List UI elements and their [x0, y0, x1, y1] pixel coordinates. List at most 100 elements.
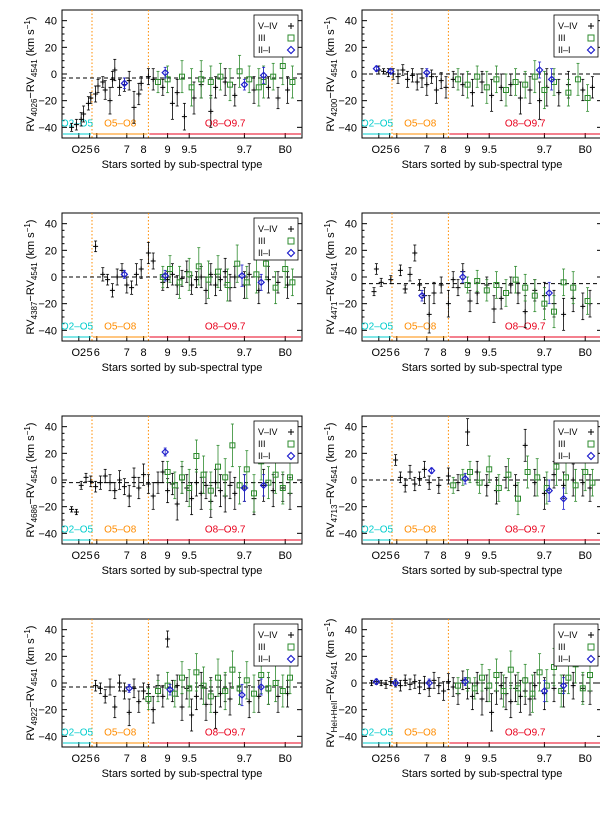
point-main-sequence — [232, 274, 238, 280]
y-tick-label: 40 — [345, 625, 357, 637]
x-tick-label: 8 — [141, 347, 147, 359]
point-main-sequence — [117, 680, 123, 686]
point-main-sequence — [100, 79, 106, 85]
point-main-sequence — [445, 679, 451, 685]
point-main-sequence — [580, 480, 586, 486]
point-main-sequence — [73, 509, 79, 515]
plot-area: O2–O5 O5–O8 O8–O9.7 — [362, 10, 600, 138]
y-label-part: −RV — [325, 678, 337, 700]
point-giant — [222, 688, 229, 694]
point-main-sequence — [141, 472, 147, 478]
y-tick-label: −20 — [38, 705, 57, 717]
point-supergiant — [259, 71, 268, 80]
point-giant — [227, 81, 233, 88]
point-main-sequence — [508, 82, 514, 88]
point-giant — [236, 482, 243, 489]
x-tick-label: 9.7 — [237, 550, 252, 562]
legend-symbol-square — [287, 440, 295, 448]
legend-label: III — [558, 33, 566, 43]
point-main-sequence — [388, 277, 394, 283]
point-giant — [272, 471, 279, 478]
point-main-sequence — [412, 679, 418, 685]
point-giant — [243, 466, 250, 473]
point-main-sequence — [102, 693, 108, 699]
legend-label: V–IV — [258, 427, 278, 437]
x-tick-label: 8 — [441, 144, 447, 156]
x-tick-label: 9 — [165, 347, 171, 359]
point-main-sequence — [400, 67, 406, 73]
point-giant — [193, 669, 200, 676]
point-giant — [584, 95, 591, 101]
x-tick-label: 9 — [465, 550, 471, 562]
point-main-sequence — [222, 269, 228, 275]
point-main-sequence — [213, 709, 219, 715]
point-giant — [287, 474, 293, 481]
point-main-sequence — [232, 490, 238, 496]
legend-symbol-square — [587, 440, 595, 448]
point-main-sequence — [189, 282, 195, 288]
x-tick-label: 8 — [141, 550, 147, 562]
point-giant — [541, 87, 548, 93]
range-label: O5–O8 — [404, 322, 437, 333]
x-tick-label: B0 — [278, 753, 291, 765]
y-label-part: (km s — [325, 435, 337, 465]
point-giant — [587, 672, 593, 678]
point-main-sequence — [436, 683, 442, 689]
y-tick-label: 20 — [45, 245, 57, 257]
point-giant — [579, 685, 586, 692]
point-giant — [486, 466, 493, 473]
panel-5: −40 −20 0 20 40 O2 5 6 7 8 9 9.5 9.7 B0 Stars sorted b… — [23, 415, 303, 577]
point-main-sequence — [208, 108, 214, 114]
x-tick-label: 9.5 — [182, 144, 197, 156]
point-giant — [471, 685, 478, 692]
point-main-sequence — [402, 482, 408, 488]
point-giant — [171, 482, 178, 489]
point-main-sequence — [498, 683, 504, 689]
point-main-sequence — [203, 482, 209, 488]
point-main-sequence — [424, 82, 430, 88]
point-giant — [145, 696, 152, 702]
point-main-sequence — [189, 712, 195, 718]
point-giant — [205, 276, 212, 283]
point-main-sequence — [443, 84, 449, 90]
y-label-part: RV — [25, 319, 37, 335]
point-main-sequence — [414, 79, 420, 85]
point-giant — [507, 666, 514, 673]
y-label-part: −1 — [323, 622, 332, 632]
point-giant — [207, 79, 214, 85]
point-main-sequence — [265, 84, 271, 90]
point-giant — [512, 276, 519, 283]
point-giant — [522, 677, 529, 684]
point-main-sequence — [450, 277, 456, 283]
point-main-sequence — [551, 472, 557, 478]
range-label: O8–O9.7 — [205, 322, 246, 333]
point-main-sequence — [102, 87, 108, 93]
point-main-sequence — [102, 473, 108, 479]
x-tick-label: 7 — [124, 550, 130, 562]
point-giant — [234, 260, 241, 267]
y-tick-label: 20 — [345, 245, 357, 257]
x-axis-label: Stars sorted by sub-spectral type — [402, 768, 563, 780]
point-main-sequence — [160, 469, 166, 475]
point-giant — [515, 685, 521, 692]
range-label: O8–O9.7 — [505, 119, 546, 130]
point-main-sequence — [438, 282, 444, 288]
point-supergiant — [259, 481, 268, 490]
point-main-sequence — [378, 680, 384, 686]
panel-6: −40 −20 0 20 40 O2 5 6 7 8 9 9.5 9.7 B0 Stars sorted b… — [323, 415, 600, 577]
y-label-part: RV — [25, 116, 37, 132]
y-tick-label: −40 — [38, 122, 57, 134]
range-label: O5–O8 — [104, 322, 137, 333]
point-main-sequence — [275, 693, 281, 699]
point-main-sequence — [251, 87, 257, 93]
y-label-part: ) — [25, 17, 37, 21]
point-main-sequence — [232, 92, 238, 98]
point-giant — [215, 268, 221, 275]
point-main-sequence — [474, 680, 480, 686]
point-giant — [270, 73, 277, 80]
point-main-sequence — [551, 685, 557, 691]
point-giant — [200, 682, 207, 689]
legend-symbol-diamond — [286, 451, 296, 461]
point-main-sequence — [580, 303, 586, 309]
x-axis-label: Stars sorted by sub-spectral type — [102, 768, 263, 780]
